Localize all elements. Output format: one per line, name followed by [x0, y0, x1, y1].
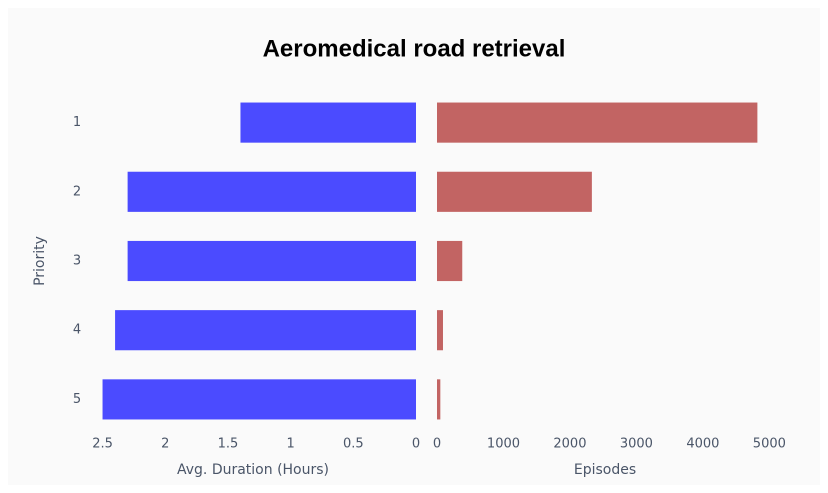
x-tick-label: 1000 [487, 437, 520, 452]
x-tick-label: 5000 [753, 437, 786, 452]
bar [102, 379, 417, 420]
bar [437, 102, 758, 143]
y-tick-label: 3 [73, 254, 81, 269]
x-tick-label: 1.5 [218, 437, 239, 452]
bar [437, 240, 463, 282]
y-tick-label: 2 [73, 184, 81, 199]
x-tick-label: 0 [412, 437, 420, 452]
x-tick-label: 0 [433, 437, 441, 452]
y-tick-label: 1 [73, 115, 81, 130]
bar [240, 102, 416, 143]
y-tick-label: 4 [73, 323, 81, 338]
x-tick-label: 2.5 [92, 437, 113, 452]
x-tick-label: 2000 [553, 437, 586, 452]
bar [127, 240, 416, 282]
bar [127, 171, 416, 212]
x-tick-label: 2 [161, 437, 169, 452]
y-tick-label: 5 [73, 392, 81, 407]
x-tick-label: 0.5 [343, 437, 364, 452]
x-tick-label: 1 [286, 437, 294, 452]
chart-title: Aeromedical road retrieval [263, 35, 566, 62]
x-axis-label: Avg. Duration (Hours) [177, 462, 329, 478]
y-axis-label: Priority [32, 236, 48, 286]
x-axis-label: Episodes [574, 462, 636, 478]
bar [437, 379, 441, 420]
bar [437, 310, 443, 351]
x-tick-label: 4000 [686, 437, 719, 452]
bar [437, 171, 592, 212]
bar [115, 310, 417, 351]
x-tick-label: 3000 [620, 437, 653, 452]
